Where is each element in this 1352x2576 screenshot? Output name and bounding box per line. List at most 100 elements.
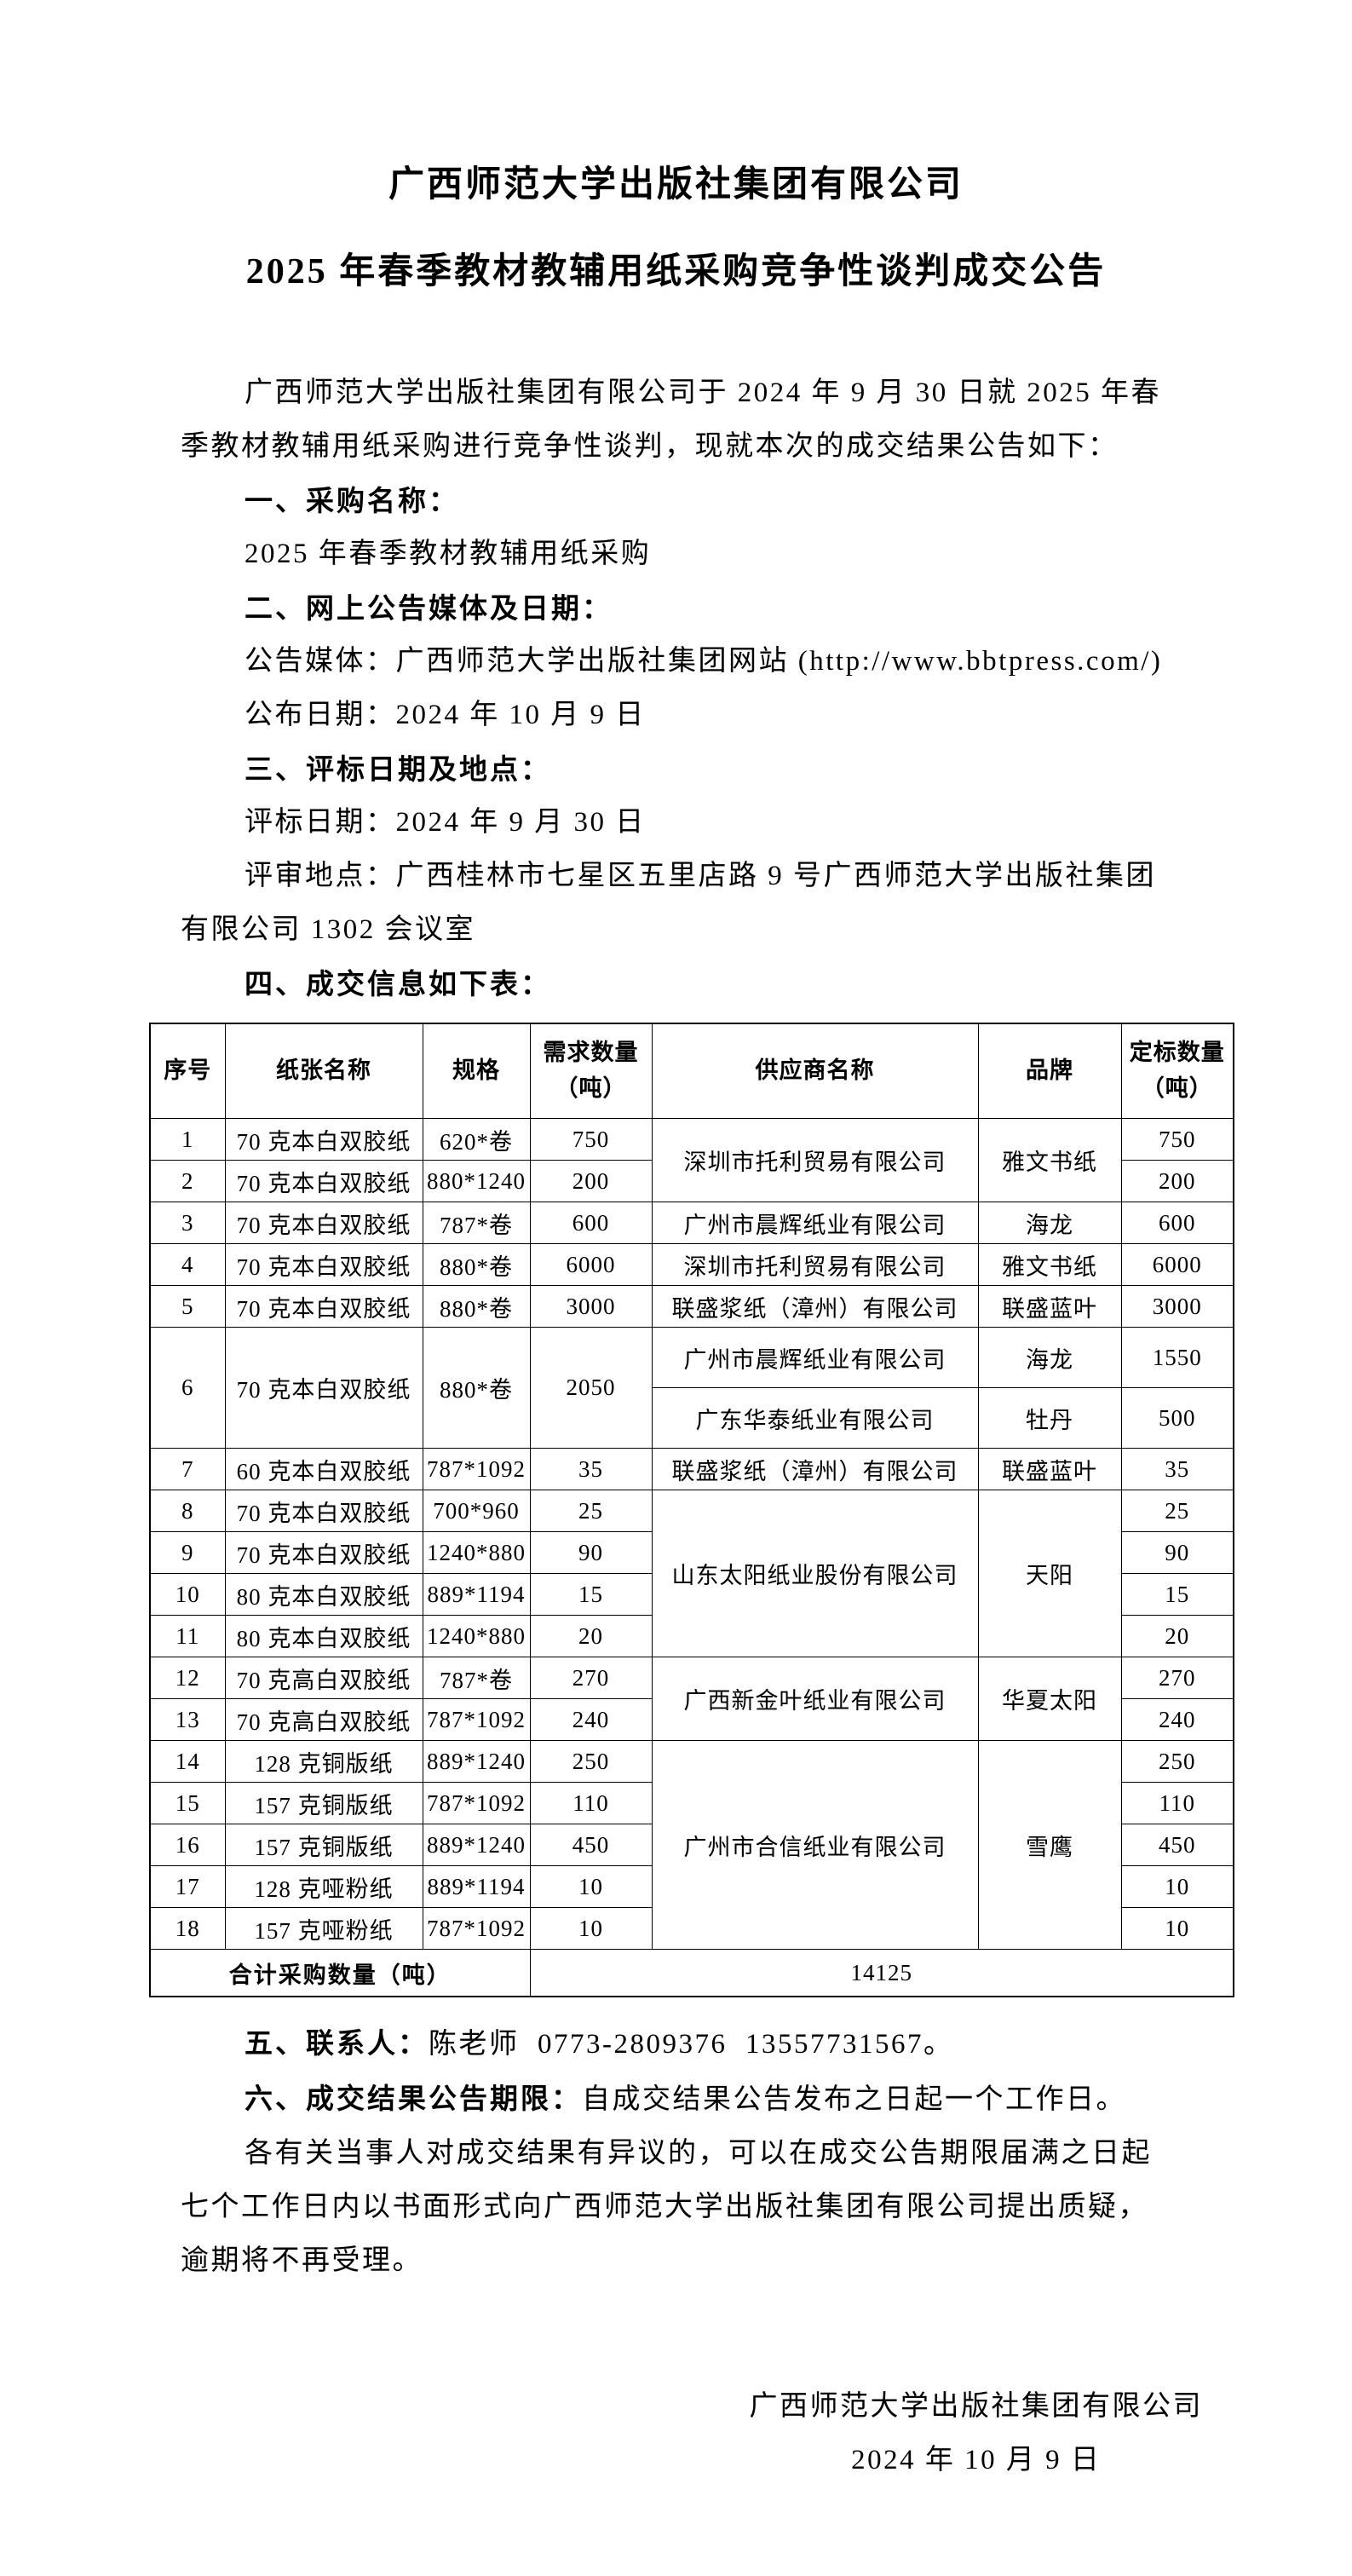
cell-brand: 联盛蓝叶 xyxy=(977,1448,1122,1490)
cell-spec: 787*1092 xyxy=(422,1698,531,1741)
cell-award: 15 xyxy=(1120,1573,1234,1616)
cell-no: 18 xyxy=(149,1907,226,1950)
contact-info: 陈老师 0773-2809376 13557731567。 xyxy=(429,2029,954,2060)
cell-supplier: 广西新金叶纸业有限公司 xyxy=(651,1657,979,1741)
table-row: 1 70 克本白双胶纸 620*卷 750 深圳市托利贸易有限公司 雅文书纸 7… xyxy=(149,1118,1234,1202)
cell-spec: 787*1092 xyxy=(422,1907,531,1950)
objection-line: 各有关当事人对成交结果有异议的，可以在成交公告期限届满之日起 xyxy=(245,2138,1152,2169)
evaluation-place-line: 有限公司 1302 会议室 xyxy=(181,914,475,945)
cell-no: 7 xyxy=(149,1448,226,1490)
cell-paper: 70 克本白双胶纸 xyxy=(224,1490,423,1532)
cell-supplier: 联盛浆纸（漳州）有限公司 xyxy=(651,1285,979,1328)
cell-demand: 250 xyxy=(529,1740,653,1783)
document-title-line2: 2025 年春季教材教辅用纸采购竞争性谈判成交公告 xyxy=(245,252,1107,291)
cell-award: 25 xyxy=(1120,1490,1234,1532)
cell-award: 250 xyxy=(1120,1740,1234,1783)
cell-paper: 128 克哑粉纸 xyxy=(224,1865,423,1908)
cell-paper: 80 克本白双胶纸 xyxy=(224,1615,423,1657)
section-heading-4: 四、成交信息如下表： xyxy=(245,968,551,1000)
cell-no: 1 xyxy=(149,1118,226,1161)
table-row: 12 70 克高白双胶纸 787*卷 270 广西新金叶纸业有限公司 华夏太阳 … xyxy=(149,1657,1234,1741)
procurement-name: 2025 年春季教材教辅用纸采购 xyxy=(245,539,652,569)
cell-spec: 1240*880 xyxy=(422,1531,531,1574)
cell-paper: 157 克哑粉纸 xyxy=(224,1907,423,1950)
signature-block: 广西师范大学出版社集团有限公司 2024 年 10 月 9 日 xyxy=(750,2380,1204,2487)
cell-brand: 牡丹 xyxy=(977,1387,1122,1449)
publish-date-line: 公布日期：2024 年 10 月 9 日 xyxy=(245,700,646,730)
cell-spec: 880*卷 xyxy=(422,1285,531,1328)
table-row: 11 80 克本白双胶纸 1240*880 20 20 xyxy=(149,1615,1234,1657)
cell-award: 1550 xyxy=(1120,1327,1234,1388)
cell-demand: 15 xyxy=(529,1573,653,1616)
announce-media-line: 公告媒体：广西师范大学出版社集团网站 (http://www.bbtpress.… xyxy=(245,646,1163,677)
cell-supplier: 山东太阳纸业股份有限公司 xyxy=(651,1490,979,1657)
cell-supplier: 联盛浆纸（漳州）有限公司 xyxy=(651,1448,979,1490)
cell-demand: 2050 xyxy=(529,1327,653,1449)
cell-paper: 157 克铜版纸 xyxy=(224,1824,423,1866)
cell-no: 10 xyxy=(149,1573,226,1616)
cell-no: 8 xyxy=(149,1490,226,1532)
cell-spec: 889*1194 xyxy=(422,1573,531,1616)
table-row: 8 70 克本白双胶纸 700*960 25 山东太阳纸业股份有限公司 天阳 2… xyxy=(149,1490,1234,1657)
cell-paper: 157 克铜版纸 xyxy=(224,1782,423,1824)
cell-award: 270 xyxy=(1120,1657,1234,1699)
cell-brand: 华夏太阳 xyxy=(977,1657,1122,1741)
cell-spec: 880*卷 xyxy=(422,1327,531,1449)
cell-award: 35 xyxy=(1120,1448,1234,1490)
section-heading-3: 三、评标日期及地点： xyxy=(245,753,551,785)
deadline-line: 六、成交结果公告期限：自成交结果公告发布之日起一个工作日。 xyxy=(181,2072,1233,2127)
cell-demand: 6000 xyxy=(529,1243,653,1286)
col-header-paper: 纸张名称 xyxy=(224,1023,423,1119)
cell-paper: 70 克本白双胶纸 xyxy=(224,1160,423,1202)
table-total-row: 合计采购数量（吨） 14125 xyxy=(149,1949,1234,1997)
cell-demand: 10 xyxy=(529,1865,653,1908)
col-header-no: 序号 xyxy=(149,1023,226,1119)
total-value: 14125 xyxy=(529,1949,1234,1997)
cell-award: 20 xyxy=(1120,1615,1234,1657)
cell-no: 9 xyxy=(149,1531,226,1574)
cell-award: 10 xyxy=(1120,1907,1234,1950)
table-row: 6 70 克本白双胶纸 880*卷 2050 广州市晨辉纸业有限公司 海龙 15… xyxy=(149,1327,1234,1449)
cell-supplier: 广州市晨辉纸业有限公司 xyxy=(651,1202,979,1244)
contact-line: 五、联系人：陈老师 0773-2809376 13557731567。 xyxy=(181,2016,1233,2072)
cell-spec: 620*卷 xyxy=(422,1118,531,1161)
cell-paper: 70 克本白双胶纸 xyxy=(224,1327,423,1449)
cell-award: 600 xyxy=(1120,1202,1234,1244)
cell-paper: 128 克铜版纸 xyxy=(224,1740,423,1783)
cell-demand: 35 xyxy=(529,1448,653,1490)
table-row: 14 128 克铜版纸 889*1240 250 广州市合信纸业有限公司 雪鹰 … xyxy=(149,1740,1234,1950)
cell-award: 450 xyxy=(1120,1824,1234,1866)
document-title-line1: 广西师范大学出版社集团有限公司 xyxy=(388,165,964,205)
cell-no: 12 xyxy=(149,1657,226,1699)
cell-spec: 700*960 xyxy=(422,1490,531,1532)
cell-award: 110 xyxy=(1120,1782,1234,1824)
table-row: 广东华泰纸业有限公司 牡丹 500 xyxy=(150,1387,1234,1449)
table-row: 18 157 克哑粉纸 787*1092 10 10 xyxy=(149,1907,1234,1950)
cell-award: 240 xyxy=(1120,1698,1234,1741)
cell-demand: 3000 xyxy=(529,1285,653,1328)
col-header-award: 定标数量 （吨） xyxy=(1120,1023,1234,1119)
cell-paper: 70 克本白双胶纸 xyxy=(224,1285,423,1328)
cell-brand: 雅文书纸 xyxy=(977,1243,1122,1286)
cell-spec: 889*1240 xyxy=(422,1740,531,1783)
cell-no: 14 xyxy=(149,1740,226,1783)
cell-demand: 450 xyxy=(529,1824,653,1866)
cell-spec: 787*卷 xyxy=(422,1202,531,1244)
cell-paper: 70 克本白双胶纸 xyxy=(224,1243,423,1286)
cell-paper: 70 克高白双胶纸 xyxy=(224,1657,423,1699)
cell-paper: 70 克本白双胶纸 xyxy=(224,1118,423,1161)
signature-company: 广西师范大学出版社集团有限公司 xyxy=(749,2391,1203,2422)
cell-demand: 25 xyxy=(529,1490,653,1532)
col-header-spec: 规格 xyxy=(422,1023,531,1119)
col-header-demand: 需求数量 （吨） xyxy=(529,1023,653,1119)
section-heading-1: 一、采购名称： xyxy=(245,485,459,516)
cell-supplier: 深圳市托利贸易有限公司 xyxy=(651,1118,979,1202)
cell-no: 13 xyxy=(149,1698,226,1741)
cell-brand: 海龙 xyxy=(977,1327,1122,1388)
objection-line: 逾期将不再受理。 xyxy=(181,2245,423,2276)
cell-no: 3 xyxy=(149,1202,226,1244)
cell-award: 10 xyxy=(1120,1865,1234,1908)
cell-demand: 20 xyxy=(529,1615,653,1657)
cell-no: 17 xyxy=(149,1865,226,1908)
cell-demand: 110 xyxy=(529,1782,653,1824)
